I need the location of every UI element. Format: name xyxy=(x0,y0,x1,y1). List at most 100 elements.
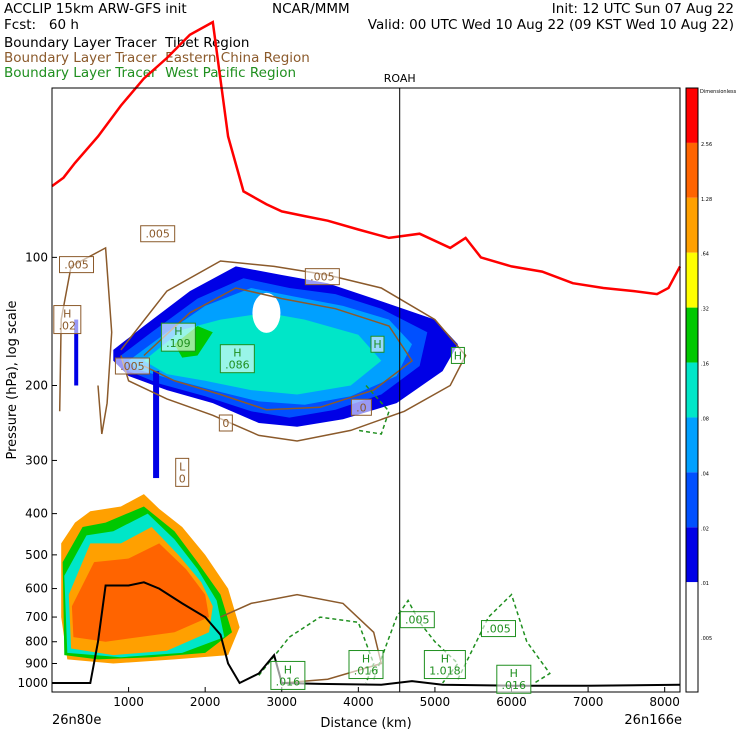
plot-frame xyxy=(51,87,681,693)
tracer-shading xyxy=(61,266,458,664)
x-tick-label: 5000 xyxy=(420,695,451,709)
colorbar-swatch xyxy=(686,582,698,638)
y-tick-label: 600 xyxy=(25,582,48,596)
contour-label-box xyxy=(350,398,372,416)
contour-label: .109 xyxy=(166,337,191,350)
x-tick-label: 1000 xyxy=(113,695,144,709)
y-tick-label: 1000 xyxy=(17,676,48,690)
contour-label-box xyxy=(219,344,255,374)
colorbar-swatch xyxy=(686,197,698,253)
colorbar-swatch xyxy=(686,472,698,528)
colorbar-label: .02 xyxy=(701,526,709,532)
contour-label-box xyxy=(370,335,385,353)
contour-label: H xyxy=(510,667,518,680)
contour-label: .005 xyxy=(145,228,170,241)
colorbar-label: .005 xyxy=(701,636,712,642)
tracer-streak xyxy=(153,371,160,479)
colorbar-label: .16 xyxy=(701,362,709,368)
colorbar-label: .01 xyxy=(701,581,709,587)
contour-label: H xyxy=(233,347,241,360)
contour-label-box xyxy=(304,268,340,286)
clear-region xyxy=(252,292,281,333)
contour-label: .02 xyxy=(59,320,77,333)
colorbar-swatch xyxy=(686,417,698,473)
contour-label: H xyxy=(441,653,449,666)
axes: 1000 2000 3000 4000 5000 6000 7000 800010020030… xyxy=(17,72,681,709)
y-axis-label: Pressure (hPa), log scale xyxy=(5,301,20,460)
colorbar-label: .04 xyxy=(701,471,709,477)
contour-label: .0 xyxy=(356,401,367,414)
valid-time: Valid: 00 UTC Wed 10 Aug 22 (09 KST Wed … xyxy=(367,17,734,33)
x-tick-label: 3000 xyxy=(266,695,297,709)
colorbar-swatch xyxy=(686,88,698,143)
model-title: ACCLIP 15km ARW-GFS init xyxy=(4,1,187,17)
contour-label: H xyxy=(362,653,370,666)
colorbar-label: .08 xyxy=(701,416,709,422)
field-label-eastern-china: Boundary Layer Tracer Eastern China Regi… xyxy=(4,50,310,66)
x-tick-label: 8000 xyxy=(649,695,680,709)
marker-label: ROAH xyxy=(384,72,416,85)
y-tick-label: 300 xyxy=(25,453,48,467)
colorbar-label: 1.28 xyxy=(701,197,712,203)
contour-label: 0 xyxy=(179,472,186,485)
colorbar-units: Dimensionless xyxy=(700,89,737,95)
colorbar-swatch xyxy=(686,307,698,363)
contour-label: H xyxy=(63,308,71,321)
contour-line xyxy=(372,599,459,684)
contour-label-box xyxy=(114,357,150,375)
terrain-line xyxy=(52,581,681,687)
colorbar-label: .64 xyxy=(701,252,709,258)
x-axis-label: Distance (km) xyxy=(320,716,411,731)
contour-label: L xyxy=(179,460,186,473)
x-tick-label: 2000 xyxy=(190,695,221,709)
colorbar-swatch xyxy=(686,527,698,583)
contour-line xyxy=(58,246,113,435)
tropopause-line xyxy=(51,20,682,296)
contour-line xyxy=(143,287,414,411)
contour-label-box xyxy=(175,457,190,487)
y-tick-label: 200 xyxy=(25,378,48,392)
contour-label-box xyxy=(399,611,435,629)
colorbar-frame xyxy=(685,87,699,693)
contour-label: 0 xyxy=(222,417,229,430)
contour-label: H xyxy=(373,338,381,351)
contour-label-box xyxy=(160,322,196,352)
contour-line xyxy=(220,593,383,684)
contour-label-box xyxy=(218,414,233,432)
contour-label-box xyxy=(496,664,532,694)
colorbar-label: 2.56 xyxy=(701,142,712,148)
y-tick-label: 500 xyxy=(25,548,48,562)
y-tick-label: 800 xyxy=(25,635,48,649)
right-endpoint-label: 26n166e xyxy=(624,713,682,728)
y-tick-label: 900 xyxy=(25,657,48,671)
contour-label: .086 xyxy=(225,359,250,372)
contour-label: .016 xyxy=(502,679,527,692)
contour-labels: .005.005.005.0050.0H.02L0H.109H.086.005.… xyxy=(53,225,532,694)
field-label-west-pacific: Boundary Layer Tracer West Pacific Regio… xyxy=(4,65,297,81)
colorbar-label: .32 xyxy=(701,307,709,313)
y-tick-label: 100 xyxy=(25,250,48,264)
y-tick-label: 400 xyxy=(25,507,48,521)
contour-label-box xyxy=(270,660,306,690)
terrain xyxy=(52,581,681,687)
contour-label: H xyxy=(454,349,462,362)
contour-label-box xyxy=(423,650,466,680)
contour-label-box xyxy=(348,650,384,680)
tracer-streak xyxy=(74,319,79,386)
contour-label: .005 xyxy=(64,259,89,272)
colorbar: 2.56 1.28 .64 .32 .16 .08 .04 .02 .01 .005 Dimensi… xyxy=(685,87,737,693)
contour-line xyxy=(358,385,390,435)
forecast-hour: Fcst: 60 h xyxy=(4,17,79,33)
contour-label: H xyxy=(174,325,182,338)
shaded-region xyxy=(71,543,210,642)
contour-label: .016 xyxy=(276,675,301,688)
contour-label: .005 xyxy=(486,623,511,636)
x-tick-label: 6000 xyxy=(496,695,527,709)
colorbar-swatch xyxy=(686,362,698,418)
contour-label: .005 xyxy=(120,360,145,373)
left-endpoint-label: 26n80e xyxy=(52,713,101,728)
contour-label: 1.018 xyxy=(429,665,461,678)
contour-label: H xyxy=(284,663,292,676)
contour-line xyxy=(120,260,467,442)
